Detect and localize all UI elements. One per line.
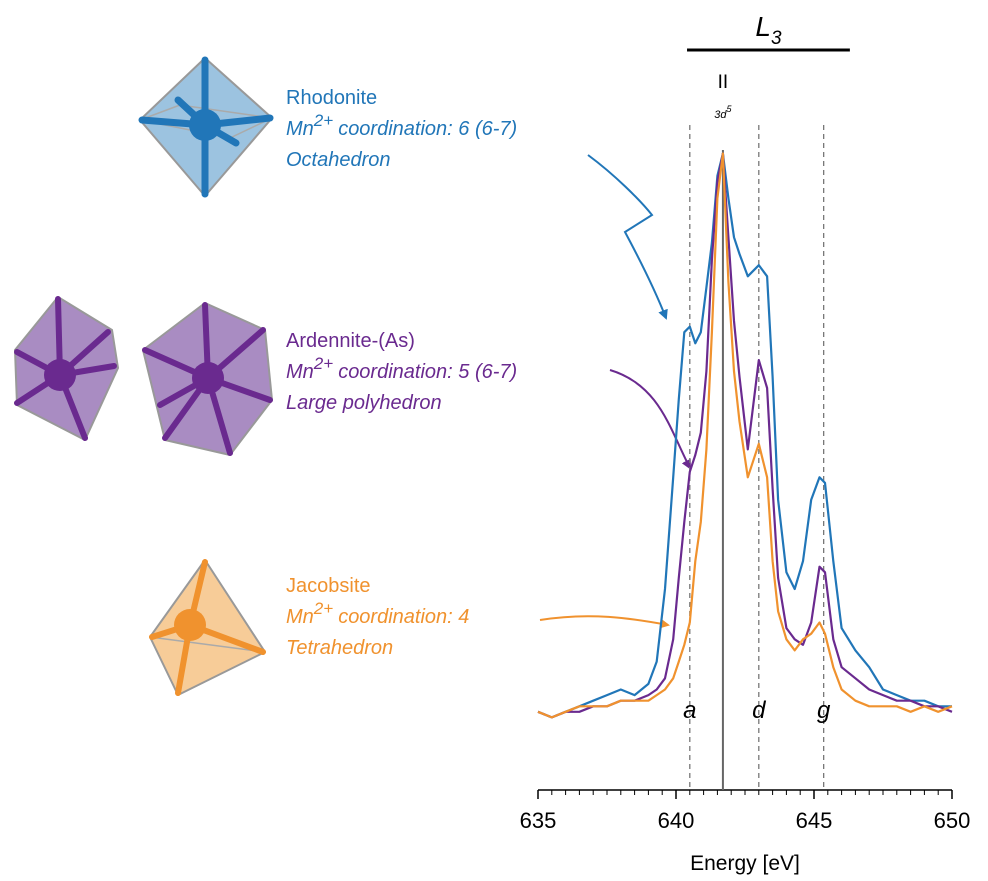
coordination: coordination: 4	[338, 606, 469, 628]
x-tick-label: 640	[658, 808, 695, 833]
series-coordination: Mn2+ coordination: 6 (6-7)	[286, 111, 517, 140]
charge: 2+	[313, 354, 333, 373]
series-geometry: Octahedron	[286, 149, 391, 171]
sublabel-text: 3d	[714, 109, 727, 121]
marker-label: a	[683, 697, 696, 724]
series-name: Rhodonite	[286, 87, 377, 109]
series-name: Jacobsite	[286, 575, 371, 597]
arrow	[609, 369, 691, 470]
series-line	[537, 152, 953, 719]
marker-label: g	[817, 697, 831, 724]
ion: Mn	[286, 118, 314, 140]
ion: Mn	[286, 361, 314, 383]
x-tick-label: 645	[796, 808, 833, 833]
polyhedron-icon	[14, 296, 273, 456]
sublabel-sup: 5	[727, 104, 733, 114]
bracket-sub: 3	[771, 28, 782, 49]
series-geometry: Tetrahedron	[286, 637, 393, 659]
octahedron-icon	[138, 56, 274, 198]
x-tick-label: 635	[520, 808, 557, 833]
bracket-label: L3	[755, 11, 782, 49]
series-name: Ardennite-(As)	[286, 330, 415, 352]
reference-sublabel: 3d5	[714, 104, 732, 121]
coordination: coordination: 5 (6-7)	[338, 361, 517, 383]
x-axis-label: Energy [eV]	[690, 852, 800, 875]
charge: 2+	[313, 599, 333, 618]
x-tick-label: 650	[934, 808, 971, 833]
series-coordination: Mn2+ coordination: 5 (6-7)	[286, 354, 517, 383]
arrow	[587, 154, 668, 320]
ion: Mn	[286, 606, 314, 628]
bracket-main: L	[755, 11, 771, 42]
charge: 2+	[313, 111, 333, 130]
series-geometry: Large polyhedron	[286, 392, 442, 414]
coordination: coordination: 6 (6-7)	[338, 118, 517, 140]
series-line	[537, 152, 952, 719]
series-line	[537, 152, 953, 719]
reference-label: II	[718, 72, 729, 93]
arrow	[539, 615, 670, 629]
series-coordination: Mn2+ coordination: 4	[286, 599, 469, 628]
marker-label: d	[752, 697, 766, 724]
tetrahedron-icon	[149, 559, 266, 696]
